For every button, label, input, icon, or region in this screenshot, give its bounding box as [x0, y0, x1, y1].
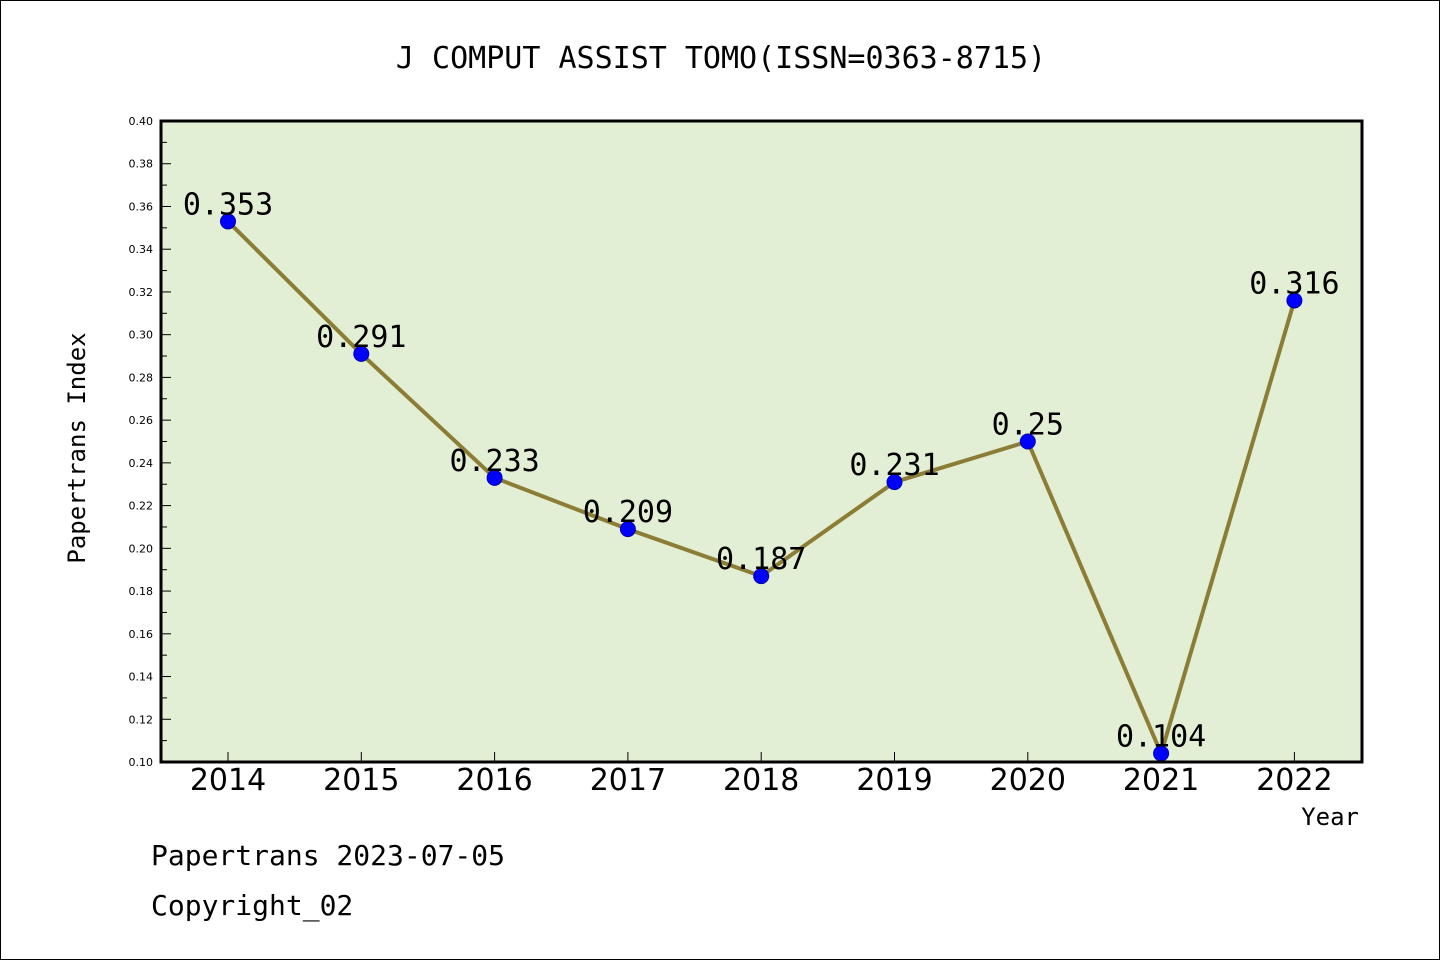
- data-point-2019: [886, 474, 903, 491]
- y-tick-label: 0.28: [129, 371, 154, 384]
- x-tick-label: 2018: [723, 763, 799, 798]
- data-point-2018: [753, 568, 770, 585]
- y-tick-label: 0.30: [129, 329, 154, 342]
- x-tick-label: 2019: [856, 763, 932, 798]
- y-axis: 0.10 0.12 0.14 0.16 0.18 0.20 0.22 0.24 0.26 0.28…: [129, 115, 171, 769]
- y-tick-label: 0.38: [129, 158, 154, 171]
- data-label-2017: 0.209: [583, 495, 673, 530]
- plot-frame: [159, 119, 1364, 764]
- data-label-2019: 0.231: [849, 448, 939, 483]
- data-labels-group: 0.353 0.291 0.233 0.209 0.187 0.231 0.25 0.104 0…: [183, 187, 1340, 754]
- x-tick-label: 2015: [323, 763, 399, 798]
- y-tick-label: 0.36: [129, 200, 154, 213]
- y-tick-label: 0.34: [129, 243, 154, 256]
- x-axis-label: Year: [1301, 803, 1359, 831]
- plot-area: [161, 121, 1362, 762]
- y-tick-label: 0.40: [129, 115, 154, 128]
- markers-group: [220, 213, 1303, 762]
- x-tick-label: 2020: [990, 763, 1066, 798]
- data-point-2017: [619, 521, 636, 538]
- chart-title: J COMPUT ASSIST TOMO(ISSN=0363-8715): [396, 41, 1046, 76]
- data-label-2014: 0.353: [183, 187, 273, 222]
- y-tick-label: 0.22: [129, 500, 154, 513]
- footer-date: Papertrans 2023-07-05: [151, 839, 505, 872]
- x-tick-label: 2017: [590, 763, 666, 798]
- data-label-2021: 0.104: [1116, 719, 1206, 754]
- y-tick-label: 0.16: [129, 628, 154, 641]
- data-label-2016: 0.233: [449, 444, 539, 479]
- data-point-2020: [1019, 433, 1036, 450]
- y-axis-label: Papertrans Index: [63, 332, 91, 563]
- y-tick-label: 0.24: [129, 457, 154, 470]
- x-tick-label: 2016: [456, 763, 532, 798]
- data-label-2022: 0.316: [1249, 266, 1339, 301]
- data-point-2016: [486, 469, 503, 486]
- y-tick-label: 0.26: [129, 414, 154, 427]
- y-tick-label: 0.14: [129, 671, 154, 684]
- data-point-2022: [1286, 292, 1303, 309]
- y-tick-label: 0.32: [129, 286, 154, 299]
- data-label-2018: 0.187: [716, 542, 806, 577]
- y-tick-label: 0.10: [129, 756, 154, 769]
- x-axis: 2014 2015 2016 2017 2018 2019 2020 2021 2022: [190, 752, 1333, 798]
- data-point-2014: [220, 213, 236, 230]
- data-label-2015: 0.291: [316, 320, 406, 355]
- data-point-2015: [353, 345, 370, 362]
- x-tick-label: 2021: [1123, 763, 1199, 798]
- x-tick-label: 2022: [1256, 763, 1332, 798]
- footer-copyright: Copyright_02: [151, 889, 353, 923]
- x-tick-label: 2014: [190, 763, 266, 798]
- data-label-2020: 0.25: [992, 408, 1064, 443]
- y-tick-label: 0.12: [129, 713, 154, 726]
- y-tick-label: 0.20: [129, 542, 154, 555]
- y-tick-label: 0.18: [129, 585, 154, 598]
